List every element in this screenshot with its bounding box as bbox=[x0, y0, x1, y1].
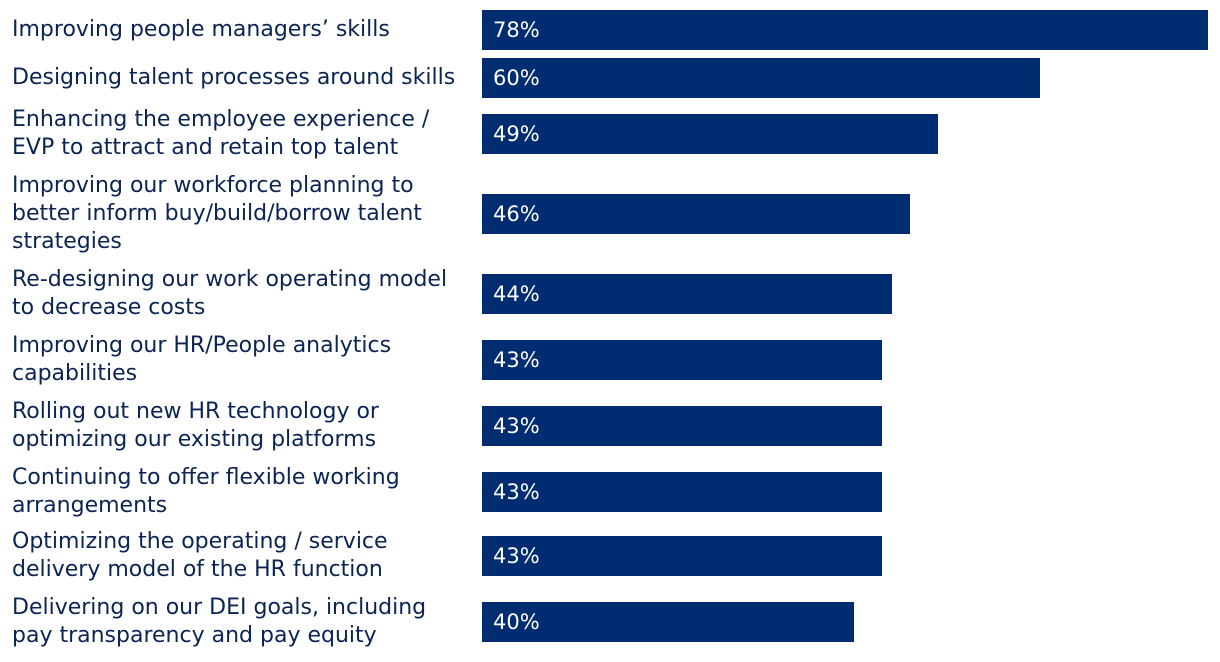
bar: 44% bbox=[482, 274, 892, 314]
data-label: 44% bbox=[493, 282, 540, 306]
data-label: 43% bbox=[493, 544, 540, 568]
bar: 43% bbox=[482, 406, 883, 446]
category-label: Re-designing our work operating model to… bbox=[12, 267, 448, 320]
data-label: 49% bbox=[493, 122, 540, 146]
data-label: 43% bbox=[493, 414, 540, 438]
category-label: Rolling out new HR technology or optimiz… bbox=[12, 399, 379, 452]
data-label: 43% bbox=[493, 348, 540, 372]
data-label: 46% bbox=[493, 202, 540, 226]
bar: 60% bbox=[482, 58, 1041, 98]
category-label: Improving people managers’ skills bbox=[12, 17, 390, 42]
category-label: Optimizing the operating / service deliv… bbox=[12, 529, 388, 582]
category-label: Designing talent processes around skills bbox=[12, 65, 456, 90]
bar: 46% bbox=[482, 194, 911, 234]
bar: 49% bbox=[482, 114, 939, 154]
bar: 43% bbox=[482, 472, 883, 512]
data-label: 78% bbox=[493, 18, 540, 42]
bar: 78% bbox=[482, 10, 1208, 50]
category-label: Improving our HR/People analytics capabi… bbox=[12, 333, 392, 386]
category-label: Continuing to offer flexible working arr… bbox=[12, 465, 400, 518]
bar: 43% bbox=[482, 340, 883, 380]
bar: 43% bbox=[482, 536, 883, 576]
data-label: 40% bbox=[493, 610, 540, 634]
category-label: Improving our workforce planning to bett… bbox=[12, 173, 422, 254]
category-label: Delivering on our DEI goals, including p… bbox=[12, 595, 427, 648]
data-label: 43% bbox=[493, 480, 540, 504]
data-label: 60% bbox=[493, 66, 540, 90]
bar: 40% bbox=[482, 602, 855, 642]
category-label: Enhancing the employee experience / EVP … bbox=[12, 107, 430, 160]
